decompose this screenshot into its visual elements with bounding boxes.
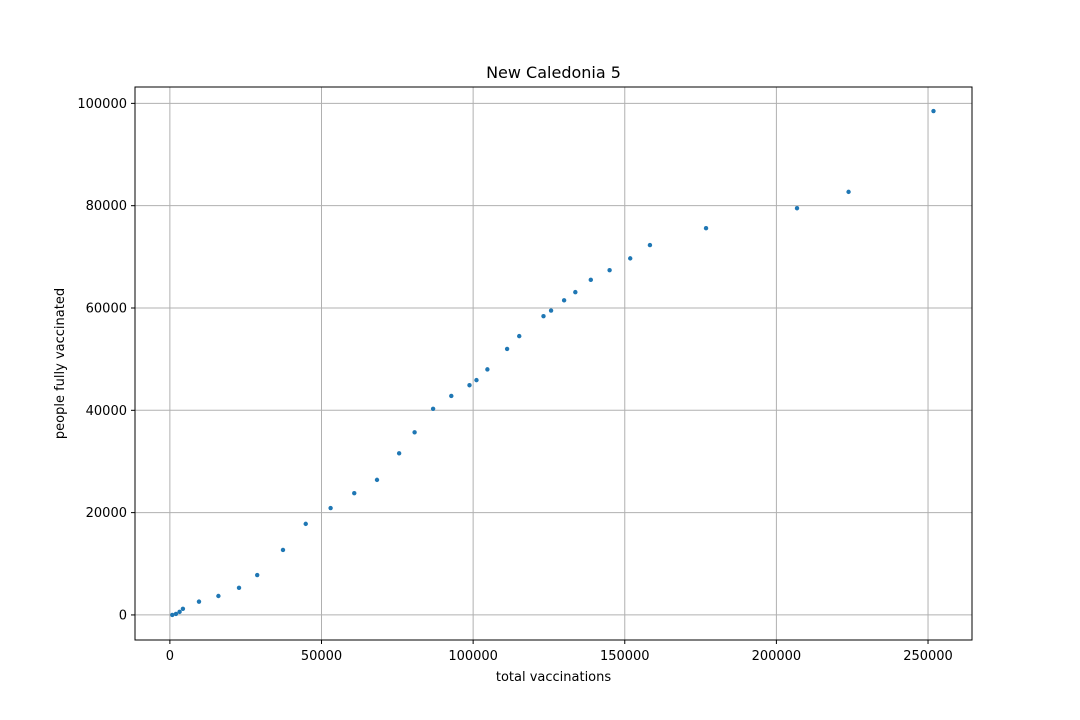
data-point [177, 609, 182, 615]
data-point [846, 189, 851, 195]
axis-ticks: 0 50000 100000 150000 200000 250000 0 20000 4000… [77, 97, 952, 664]
data-point [180, 606, 186, 611]
y-tick-label: 60000 [86, 301, 127, 316]
y-axis-label: people fully vaccinated [53, 288, 68, 439]
data-point [931, 108, 936, 114]
data-point [430, 406, 436, 411]
data-point [196, 599, 202, 604]
data-point [352, 490, 357, 496]
y-tick-label: 40000 [86, 404, 127, 419]
y-tick-label: 20000 [86, 506, 127, 521]
data-point [374, 477, 380, 483]
y-tick-label: 0 [119, 608, 127, 623]
x-tick-label: 100000 [448, 649, 498, 664]
data-point [541, 313, 546, 319]
axes-frame [134, 86, 973, 641]
data-point [236, 585, 242, 591]
data-point [328, 505, 333, 511]
data-point [794, 206, 800, 211]
x-tick-label: 0 [166, 649, 174, 664]
data-point [561, 298, 567, 303]
x-tick-label: 200000 [752, 649, 802, 664]
y-tick-label: 100000 [77, 97, 127, 112]
data-point [588, 277, 594, 283]
data-point [485, 367, 490, 372]
grid-lines [135, 87, 972, 640]
data-point [607, 267, 612, 273]
y-tick-label: 80000 [86, 199, 127, 214]
data-point [467, 383, 472, 388]
data-point [412, 430, 417, 435]
data-point [517, 333, 522, 339]
data-point [280, 547, 286, 553]
data-point [474, 377, 479, 383]
x-tick-label: 250000 [903, 649, 953, 664]
data-point [703, 225, 709, 231]
data-point [548, 308, 554, 313]
data-point [170, 612, 175, 618]
data-point [216, 593, 221, 599]
data-point [303, 521, 308, 527]
data-point [449, 393, 454, 399]
data-point [573, 289, 578, 295]
data-point [628, 256, 633, 261]
chart-title: New Caledonia 5 [486, 63, 621, 82]
data-points [170, 108, 936, 618]
data-point [255, 572, 260, 578]
data-point [173, 611, 179, 617]
data-point [647, 242, 653, 248]
data-point [504, 346, 510, 352]
x-axis-label: total vaccinations [496, 670, 612, 685]
x-tick-label: 150000 [600, 649, 650, 664]
x-tick-label: 50000 [301, 649, 342, 664]
data-point [396, 451, 402, 456]
